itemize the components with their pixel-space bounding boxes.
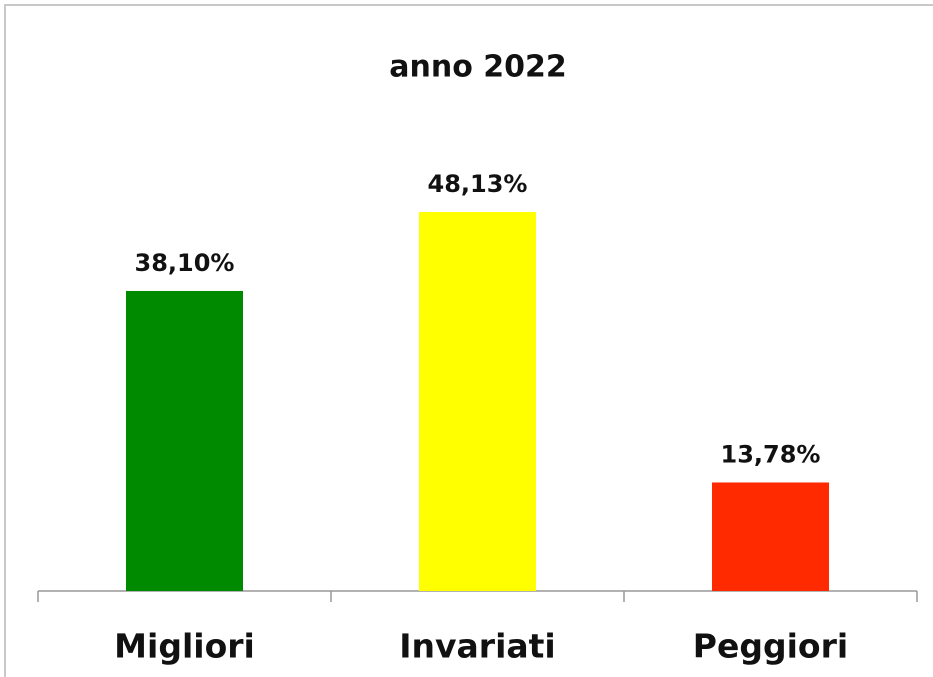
bar xyxy=(419,211,536,591)
x-tick-label: Migliori xyxy=(114,627,255,666)
x-tick-label: Invariati xyxy=(399,627,556,666)
bar xyxy=(126,290,243,591)
value-label: 13,78% xyxy=(721,440,821,468)
value-label: 38,10% xyxy=(135,249,235,277)
chart-title: anno 2022 xyxy=(389,50,567,85)
value-label: 48,13% xyxy=(428,170,528,198)
x-tick-label: Peggiori xyxy=(693,627,848,666)
bar xyxy=(712,482,829,591)
